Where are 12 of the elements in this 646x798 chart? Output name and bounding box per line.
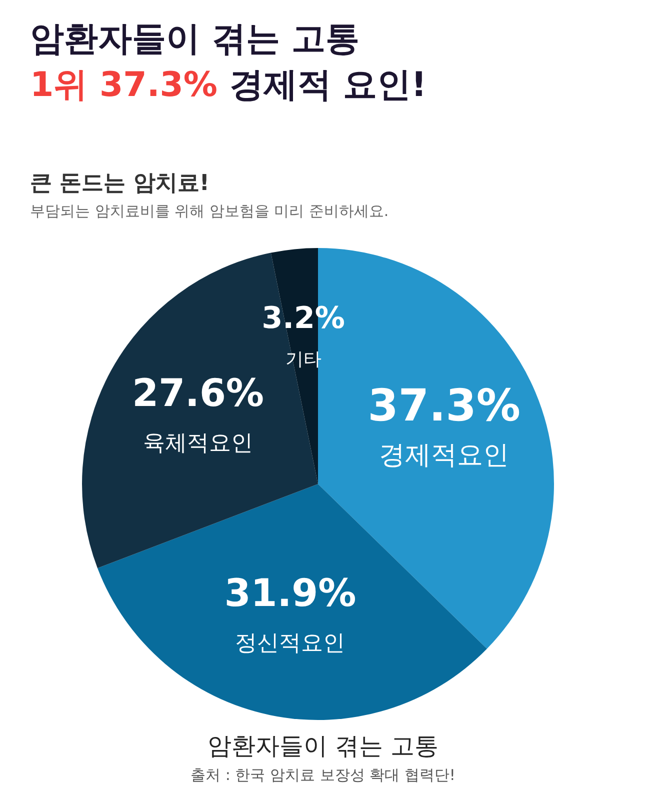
chart-subtitle: 1위 37.3% 경제적 요인! xyxy=(30,65,427,105)
text: 암환자들이 겪는 고통 xyxy=(206,731,440,762)
data-label: 37.3% xyxy=(368,380,520,432)
data-label: 31.9% xyxy=(224,570,356,615)
chart-title: 암환자들이 겪는 고통 xyxy=(30,18,361,61)
data-label: 27.6% xyxy=(132,370,264,415)
slice-label: 경제적요인 xyxy=(379,440,510,471)
slice-label: 육체적요인 xyxy=(143,430,254,456)
source-note: 출처 : 한국 암치료 보장성 확대 협력단! xyxy=(190,766,456,785)
text: 부담되는 암치료비를 위해 암보험을 미리 준비하세요. xyxy=(30,202,389,221)
slice-label: 정신적요인 xyxy=(235,630,346,656)
text: 큰 돈드는 암치료! xyxy=(30,170,210,198)
